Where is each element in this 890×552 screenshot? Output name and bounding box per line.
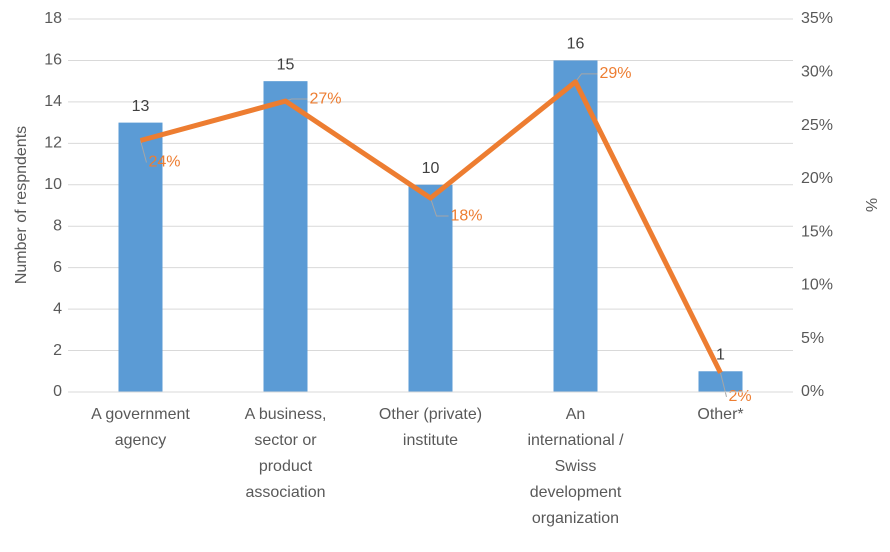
x-tick-label: A government agency	[91, 406, 190, 449]
y-tick-label: 8	[53, 217, 62, 234]
y-tick-label: 14	[44, 93, 62, 110]
bar	[263, 81, 308, 393]
x-tick-label: Other (private) institute	[378, 406, 483, 449]
y2-tick-label: 0%	[801, 383, 824, 400]
x-tick-label: Other*	[697, 406, 744, 423]
bar	[408, 184, 453, 392]
bar-value-label: 10	[422, 160, 440, 177]
leader-line	[575, 73, 598, 83]
x-tick-label: An international / Swiss development org…	[527, 406, 624, 527]
y2-tick-label: 15%	[801, 223, 833, 240]
x-tick-label: A business, sector or product associatio…	[244, 406, 327, 501]
line	[139, 79, 723, 374]
y-axis-title: Number of respndents	[13, 126, 30, 284]
leader-line	[430, 197, 449, 217]
y2-tick-label: 20%	[801, 170, 833, 187]
bar-value-label: 1	[716, 346, 725, 363]
y-tick-label: 4	[53, 300, 62, 317]
y-tick-label: 6	[53, 259, 62, 276]
leader-line	[720, 372, 727, 397]
line-value-label: 27%	[310, 90, 342, 107]
bar-value-label: 15	[277, 56, 295, 73]
y-tick-label: 10	[44, 176, 62, 193]
line-value-label: 18%	[451, 207, 483, 224]
y2-tick-label: 25%	[801, 117, 833, 134]
y2-tick-label: 30%	[801, 64, 833, 81]
y2-axis-title: %	[862, 198, 879, 212]
y-tick-label: 0	[53, 383, 62, 400]
bar	[118, 122, 163, 392]
y-tick-label: 2	[53, 342, 62, 359]
y-tick-label: 18	[44, 10, 62, 27]
leader-line	[140, 140, 147, 163]
y-tick-label: 16	[44, 52, 62, 69]
y2-tick-label: 10%	[801, 277, 833, 294]
y2-tick-label: 35%	[801, 10, 833, 27]
bar	[698, 371, 743, 392]
line-value-label: 29%	[600, 65, 632, 82]
line-value-label: 24%	[149, 154, 181, 171]
bar-value-label: 13	[132, 98, 150, 115]
bar-value-label: 16	[567, 36, 585, 53]
y-tick-label: 12	[44, 135, 62, 152]
y2-tick-label: 5%	[801, 330, 824, 347]
